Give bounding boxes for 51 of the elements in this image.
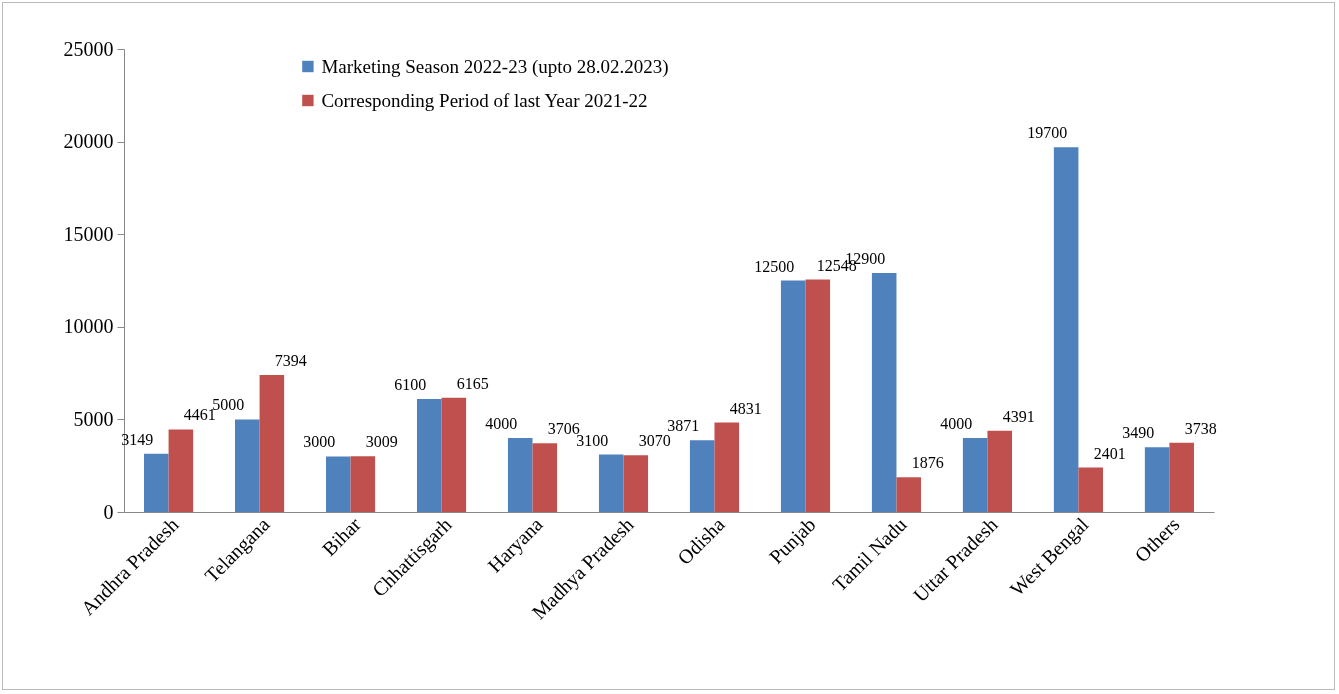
data-label: 7394 — [274, 352, 307, 370]
data-label: 3149 — [121, 430, 154, 448]
data-label: 4000 — [940, 414, 973, 432]
bar — [623, 455, 649, 512]
y-tick-label: 10000 — [63, 315, 114, 338]
bar — [871, 273, 897, 512]
y-tick-label: 20000 — [63, 130, 114, 153]
bar — [896, 477, 922, 512]
y-tick-label: 0 — [103, 500, 114, 523]
y-tick-label: 25000 — [63, 37, 114, 60]
bar — [689, 440, 715, 512]
data-label: 1876 — [911, 454, 944, 472]
data-label: 3070 — [638, 432, 671, 450]
data-label: 6100 — [394, 376, 427, 394]
bar — [507, 437, 533, 512]
bar — [780, 280, 806, 512]
bar — [416, 399, 442, 512]
bar — [1144, 447, 1170, 512]
data-label: 19700 — [1027, 124, 1068, 142]
data-label: 4831 — [729, 399, 762, 417]
bar — [235, 419, 260, 512]
bar — [144, 453, 169, 512]
bar — [1053, 147, 1079, 512]
bar — [441, 397, 467, 512]
data-label: 6165 — [456, 374, 489, 392]
data-label: 12500 — [754, 257, 795, 275]
bar — [714, 422, 740, 512]
bar — [168, 429, 194, 512]
data-label: 4391 — [1002, 407, 1035, 425]
data-label: 3000 — [303, 433, 336, 451]
legend-label: Marketing Season 2022-23 (upto 28.02.2023) — [321, 55, 669, 78]
bar — [805, 279, 831, 512]
bar — [350, 456, 376, 512]
bar — [987, 430, 1013, 512]
data-label: 3871 — [667, 417, 700, 435]
bar — [532, 443, 558, 512]
data-label: 2401 — [1093, 444, 1126, 462]
data-label: 3738 — [1184, 419, 1217, 437]
legend-label: Corresponding Period of last Year 2021-22 — [321, 89, 648, 111]
data-label: 3490 — [1122, 424, 1155, 442]
data-label: 3009 — [365, 433, 398, 451]
bar — [598, 454, 624, 512]
data-label: 4000 — [485, 414, 518, 432]
bar — [325, 456, 351, 512]
y-tick-label: 15000 — [63, 222, 114, 245]
bar — [1169, 442, 1194, 512]
bar — [259, 375, 285, 512]
y-tick-label: 5000 — [73, 407, 114, 430]
data-label: 5000 — [212, 396, 245, 414]
bar — [1078, 467, 1103, 512]
bar — [962, 437, 988, 512]
